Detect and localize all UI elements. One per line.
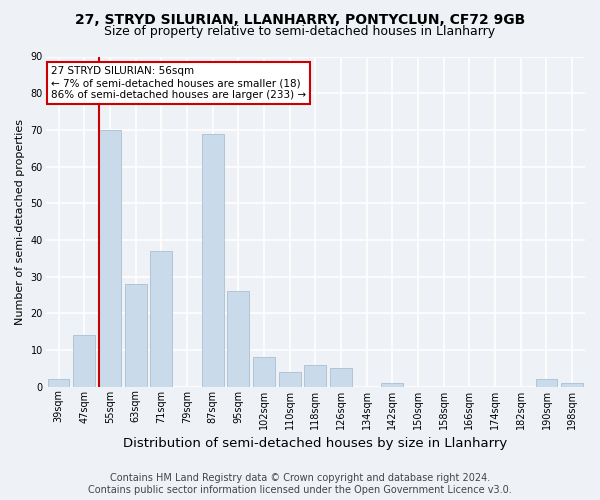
Text: 27, STRYD SILURIAN, LLANHARRY, PONTYCLUN, CF72 9GB: 27, STRYD SILURIAN, LLANHARRY, PONTYCLUN… (75, 12, 525, 26)
Bar (202, 134, 224, 386)
Bar (73, 336, 95, 386)
Bar (304, 364, 326, 386)
Text: Contains HM Land Registry data © Crown copyright and database right 2024.
Contai: Contains HM Land Registry data © Crown c… (88, 474, 512, 495)
Bar (279, 372, 301, 386)
Text: Size of property relative to semi-detached houses in Llanharry: Size of property relative to semi-detach… (104, 25, 496, 38)
Bar (125, 284, 146, 386)
Y-axis label: Number of semi-detached properties: Number of semi-detached properties (15, 118, 25, 324)
Bar (151, 251, 172, 386)
Bar (561, 383, 583, 386)
Bar (253, 358, 275, 386)
Bar (47, 380, 70, 386)
X-axis label: Distribution of semi-detached houses by size in Llanharry: Distribution of semi-detached houses by … (123, 437, 508, 450)
Bar (330, 368, 352, 386)
Bar (227, 292, 249, 386)
Text: 27 STRYD SILURIAN: 56sqm
← 7% of semi-detached houses are smaller (18)
86% of se: 27 STRYD SILURIAN: 56sqm ← 7% of semi-de… (51, 66, 306, 100)
Bar (382, 383, 403, 386)
Bar (99, 130, 121, 386)
Bar (536, 380, 557, 386)
